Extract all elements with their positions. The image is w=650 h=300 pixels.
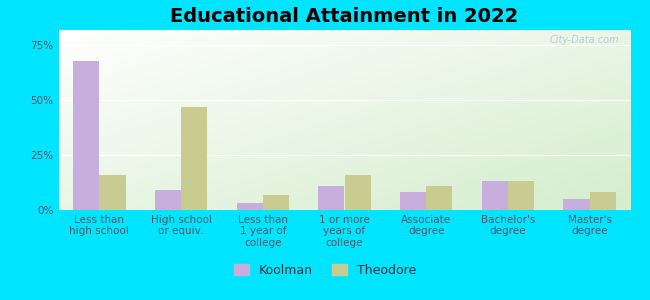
- Bar: [344, 175, 370, 210]
- Bar: [318, 186, 344, 210]
- Bar: [590, 192, 616, 210]
- Bar: [73, 61, 99, 210]
- Bar: [155, 190, 181, 210]
- Bar: [263, 195, 289, 210]
- Bar: [564, 199, 590, 210]
- Bar: [508, 182, 534, 210]
- Bar: [426, 186, 452, 210]
- Bar: [400, 192, 426, 210]
- Legend: Koolman, Theodore: Koolman, Theodore: [229, 259, 421, 282]
- Title: Educational Attainment in 2022: Educational Attainment in 2022: [170, 7, 519, 26]
- Text: City-Data.com: City-Data.com: [549, 35, 619, 45]
- Bar: [181, 107, 207, 210]
- Bar: [482, 182, 508, 210]
- Bar: [237, 203, 263, 210]
- Bar: [99, 175, 125, 210]
